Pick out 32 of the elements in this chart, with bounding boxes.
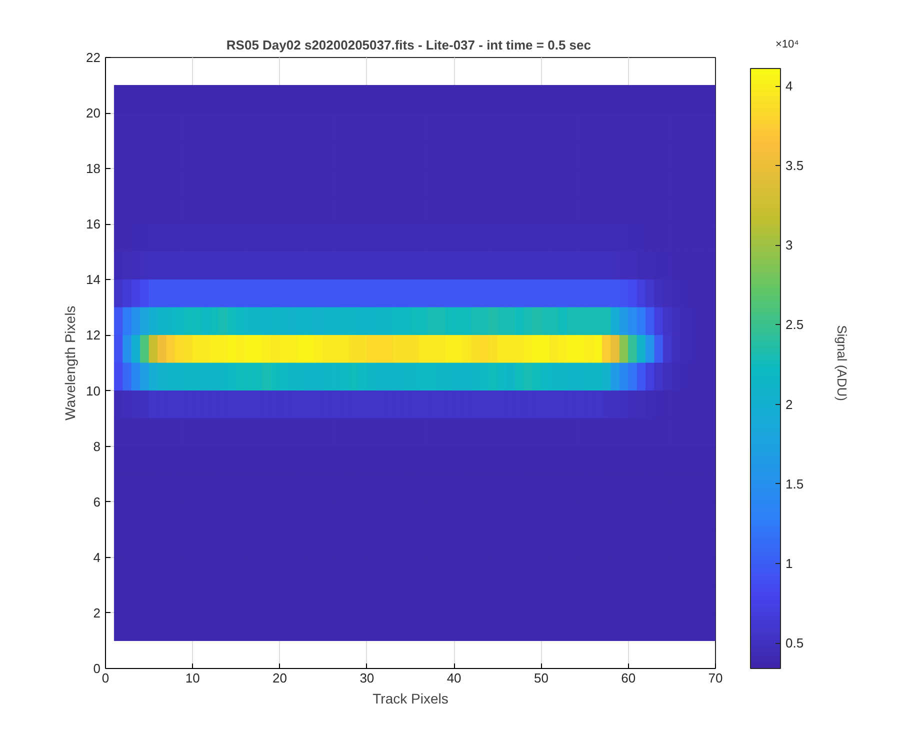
y-tick-label: 6 (93, 494, 101, 510)
color-bar-label: 1 (786, 556, 793, 571)
x-tick-label: 50 (534, 670, 548, 686)
color-bar-label: 4 (786, 78, 793, 94)
x-tick-label: 10 (185, 670, 200, 686)
chart-title: RS05 Day02 s20200205037.fits - Lite-037 - int time = 0.5 sec (226, 38, 591, 52)
x-tick-label: 70 (708, 670, 723, 686)
y-tick-label: 18 (86, 161, 101, 176)
x-tick-label: 30 (360, 670, 374, 686)
color-bar-title: Signal (ADU) (834, 325, 850, 401)
y-tick-label: 14 (86, 272, 101, 288)
y-tick-label: 12 (86, 328, 101, 343)
color-bar-label: 2.5 (786, 317, 804, 332)
x-tick-label: 20 (272, 670, 288, 686)
y-tick-label: 0 (93, 661, 101, 676)
x-axis-title: Track Pixels (372, 690, 448, 706)
y-tick-label: 16 (86, 216, 101, 232)
y-tick-label: 22 (86, 50, 101, 65)
color-bar-label: 3.5 (786, 158, 804, 174)
y-axis-title: Wavelength Pixels (62, 306, 78, 420)
color-bar-label: 2 (786, 396, 793, 412)
y-tick-label: 8 (93, 438, 101, 454)
color-bar-label: 3 (786, 238, 793, 253)
color-bar-label: 1.5 (786, 476, 804, 492)
text: ×10⁴ (776, 38, 800, 50)
y-tick-label: 10 (86, 383, 101, 398)
x-tick-label: 40 (446, 670, 462, 686)
y-tick-label: 4 (93, 550, 101, 565)
color-bar-label: 0.5 (786, 636, 804, 651)
x-tick-label: 60 (621, 670, 636, 686)
y-tick-label: 20 (86, 106, 101, 121)
y-tick-label: 2 (93, 605, 101, 620)
